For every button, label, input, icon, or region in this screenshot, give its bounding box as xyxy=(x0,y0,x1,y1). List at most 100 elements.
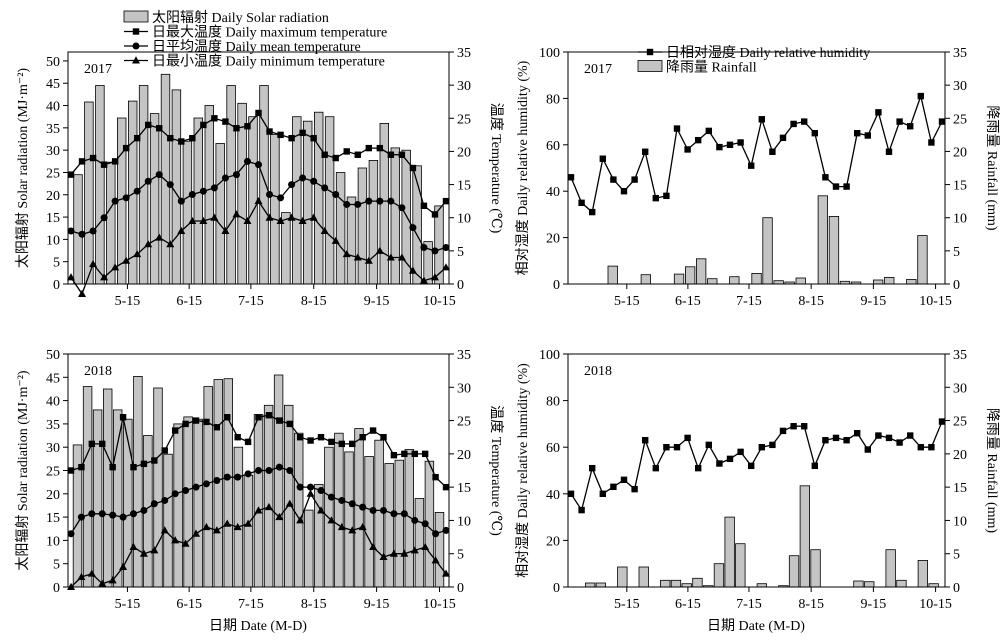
bar-series xyxy=(585,485,939,588)
line-series-humidity xyxy=(567,92,946,216)
y2-tick-label: 20 xyxy=(953,448,967,463)
data-point xyxy=(343,148,350,155)
bar xyxy=(283,404,294,588)
bar xyxy=(917,235,928,285)
y2-tick-label: 25 xyxy=(457,415,471,430)
bar xyxy=(795,277,806,285)
data-point xyxy=(442,197,450,205)
data-point xyxy=(885,434,893,442)
data-point xyxy=(398,204,406,212)
data-point xyxy=(296,434,304,441)
bar xyxy=(595,582,606,588)
data-point xyxy=(567,490,575,497)
data-point xyxy=(67,171,75,178)
data-point xyxy=(354,200,362,208)
x-tick-label: 9-15 xyxy=(364,597,390,612)
y-tick-label: 0 xyxy=(53,581,60,596)
data-point xyxy=(769,148,776,155)
chart-panel-3: 0 20 40 60 80 100 0 5 10 15 20 25 30 35 5-15 6-15 7-15 8-… xyxy=(515,348,1000,612)
data-point xyxy=(108,576,117,584)
y2-tick-label: 25 xyxy=(953,415,967,430)
line-series-tmean xyxy=(67,157,450,255)
x-tick-label: 5-15 xyxy=(614,597,640,612)
bar xyxy=(617,566,628,588)
data-point xyxy=(343,200,351,208)
y-tick-label: 100 xyxy=(539,46,560,61)
data-point xyxy=(737,139,744,146)
data-point xyxy=(210,213,219,221)
data-point xyxy=(726,141,734,148)
data-point xyxy=(254,196,263,205)
data-point xyxy=(67,582,75,590)
data-point xyxy=(161,496,169,504)
data-point xyxy=(567,174,575,181)
data-point xyxy=(213,476,221,484)
data-point xyxy=(286,467,294,474)
y2-tick-label: 10 xyxy=(953,514,967,529)
data-point xyxy=(430,273,439,281)
data-point xyxy=(398,151,406,158)
y2-tick-label: 30 xyxy=(457,79,471,94)
legend-marker xyxy=(132,42,140,50)
data-point xyxy=(365,144,372,152)
bar xyxy=(324,116,335,285)
data-point xyxy=(369,542,378,551)
data-point xyxy=(192,483,200,491)
data-point xyxy=(177,197,185,205)
y-axis-title: 太阳辐射 Solar radiation (MJ·m⁻²) xyxy=(15,370,31,571)
data-point xyxy=(199,216,208,225)
data-point xyxy=(202,480,210,488)
bar xyxy=(917,560,928,588)
bar xyxy=(123,418,133,588)
data-point xyxy=(737,448,744,456)
data-point xyxy=(432,530,440,538)
data-point xyxy=(178,138,185,145)
x-tick-label: 9-15 xyxy=(861,294,887,309)
year-label: 2017 xyxy=(84,62,112,77)
chart-panel-0: 0 5 10 15 20 25 30 35 40 45 50 0 5 10 15 20 25 30 35 5-15 6-… xyxy=(15,10,504,309)
bar xyxy=(335,172,346,285)
legend-label: 降雨量 Rainfall xyxy=(666,60,757,76)
data-point xyxy=(155,233,164,241)
y-tick-label: 40 xyxy=(546,488,560,503)
y-tick-label: 5 xyxy=(53,558,60,573)
data-point xyxy=(431,247,439,255)
data-point xyxy=(716,460,723,467)
y2-tick-label: 30 xyxy=(953,381,967,396)
data-point xyxy=(673,444,681,451)
data-point xyxy=(233,125,240,132)
data-point xyxy=(189,134,196,142)
data-point xyxy=(310,177,318,185)
line-series-humidity xyxy=(567,418,946,514)
data-point xyxy=(234,473,242,481)
bar xyxy=(273,374,284,588)
data-point xyxy=(244,123,251,130)
data-point xyxy=(758,116,765,123)
data-point xyxy=(67,467,75,474)
data-point xyxy=(285,499,294,507)
legend-marker xyxy=(132,28,140,35)
data-point xyxy=(327,516,336,524)
data-point xyxy=(288,134,295,142)
data-point xyxy=(364,256,373,264)
y2-tick-label: 35 xyxy=(457,46,471,61)
data-point xyxy=(88,510,96,518)
data-point xyxy=(695,136,702,144)
data-point xyxy=(254,506,263,514)
data-point xyxy=(442,263,450,271)
bar xyxy=(685,266,696,285)
data-point xyxy=(244,470,252,478)
bar xyxy=(368,159,379,285)
bar xyxy=(95,85,105,285)
data-point xyxy=(376,144,384,152)
x-tick-label: 10-15 xyxy=(423,294,456,309)
data-point xyxy=(89,154,97,162)
data-point xyxy=(790,120,797,128)
data-point xyxy=(223,519,232,527)
data-point xyxy=(78,289,87,297)
data-point xyxy=(864,132,871,139)
data-point xyxy=(177,226,186,234)
